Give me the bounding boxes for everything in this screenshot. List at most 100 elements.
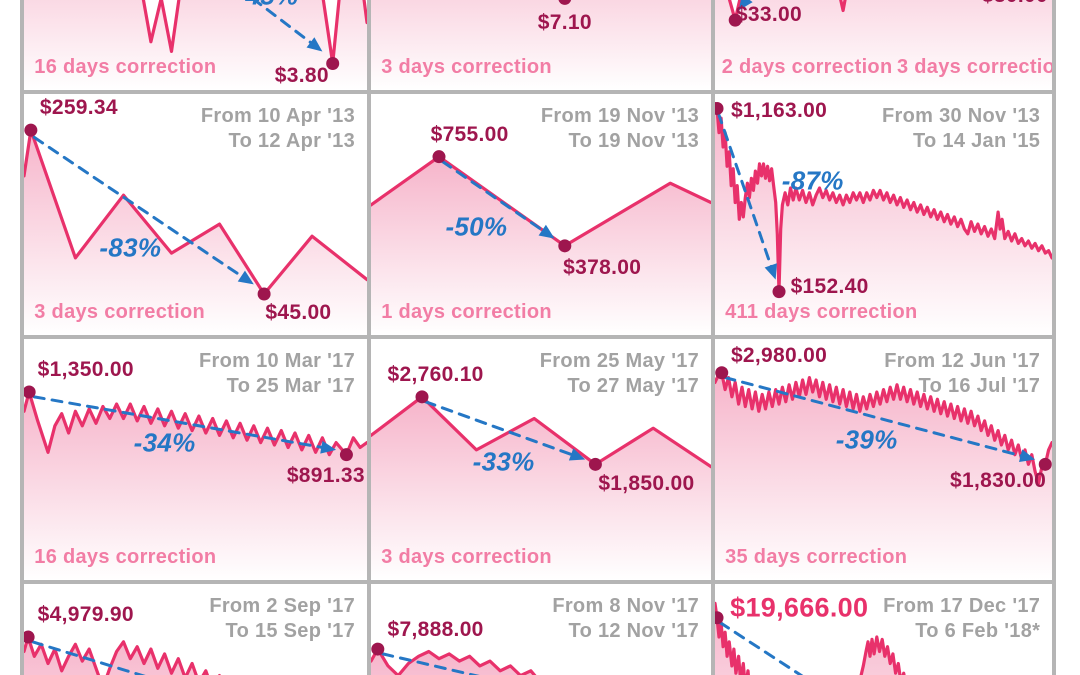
- trend-arrow-head: [764, 263, 777, 280]
- correction-panel-7: $1,350.00 $891.33 -34% From 10 Mar '17 To 25…: [24, 339, 367, 580]
- start-price-label: $2,760.10: [387, 363, 484, 387]
- start-price-label: $1,163.00: [730, 98, 828, 122]
- chart-fill: [371, 156, 711, 335]
- correction-duration-label: 16 days correction: [34, 546, 217, 569]
- trend-arrow-line: [423, 400, 576, 457]
- correction-panel-12: $19,666.00 From 17 Dec '17 To 6 Feb '18*: [715, 584, 1052, 675]
- end-price-dot: [326, 56, 340, 70]
- correction-duration-label: 3 days correction: [896, 56, 1052, 79]
- end-price-label: $378.00: [563, 255, 642, 279]
- date-range-label: From 8 Nov '17 To 12 Nov '17: [552, 594, 699, 644]
- correction-panel-6: $1,163.00 $152.40 -87% From 30 Nov '13 To 14…: [715, 94, 1052, 335]
- end-price-dot: [558, 239, 572, 253]
- chart-line: [24, 128, 367, 296]
- date-range-label: From 10 Mar '17 To 25 Mar '17: [199, 349, 355, 399]
- chart-fill: [371, 0, 711, 90]
- peak-price-label: $80.00: [982, 0, 1048, 8]
- start-price-dot: [432, 150, 446, 164]
- trend-arrow-line: [716, 111, 774, 270]
- start-price-label: $19,666.00: [730, 592, 869, 623]
- correction-duration-label: 1 days correction: [381, 301, 552, 324]
- end-price-label: $3.80: [274, 63, 329, 87]
- trend-arrow-line: [381, 652, 480, 675]
- date-from: From 19 Nov '13: [540, 104, 700, 127]
- price-chart: [24, 0, 367, 90]
- trend-arrow-head: [320, 440, 337, 454]
- date-to: To 12 Apr '13: [228, 129, 355, 152]
- date-from: From 8 Nov '17: [552, 594, 700, 617]
- start-price-label: $2,980.00: [730, 343, 828, 367]
- date-from: From 10 Mar '17: [199, 349, 355, 372]
- start-price-dot: [715, 366, 729, 380]
- price-chart: [371, 150, 711, 335]
- corrections-grid: $3.80 -45% 16 days correction $7.10 3 days c…: [20, 0, 1056, 675]
- date-to: To 6 Feb '18*: [915, 619, 1041, 642]
- start-price-dot: [715, 611, 724, 625]
- chart-line: [715, 371, 1052, 486]
- price-chart: [24, 123, 367, 335]
- date-from: From 30 Nov '13: [882, 104, 1041, 127]
- price-chart: [24, 630, 221, 675]
- chart-fill: [24, 0, 367, 90]
- percent-drop-label: -45%: [237, 0, 299, 12]
- percent-drop-label: -87%: [781, 165, 844, 196]
- trend-arrow-head: [237, 270, 254, 285]
- date-range-label: From 25 May '17 To 27 May '17: [540, 349, 699, 399]
- start-price-dot: [24, 630, 35, 644]
- price-chart: [24, 385, 367, 580]
- trend-arrow-head: [568, 448, 586, 461]
- correction-duration-label: 3 days correction: [381, 546, 552, 569]
- correction-duration-label: 3 days correction: [34, 301, 206, 324]
- end-price-dot: [1038, 457, 1052, 471]
- correction-panel-8: $2,760.10 $1,850.00 -33% From 25 May '17 To …: [371, 339, 711, 580]
- end-price-label: $1,850.00: [598, 471, 695, 495]
- date-from: From 2 Sep '17: [209, 594, 355, 617]
- start-price-dot: [715, 101, 724, 115]
- date-from: From 25 May '17: [539, 349, 700, 372]
- date-range-label: From 30 Nov '13 To 14 Jan '15: [882, 104, 1040, 154]
- chart-line: [24, 635, 221, 675]
- date-to: To 25 Mar '17: [226, 374, 355, 397]
- chart-fill: [371, 396, 711, 580]
- end-price-label: $1,830.00: [950, 469, 1047, 493]
- date-to: To 16 Jul '17: [918, 374, 1041, 397]
- correction-panel-11: $7,888.00 From 8 Nov '17 To 12 Nov '17: [371, 584, 711, 675]
- correction-panel-10: $4,979.90 From 2 Sep '17 To 15 Sep '17: [24, 584, 367, 675]
- chart-fill: [24, 392, 367, 580]
- correction-panel-1: $3.80 -45% 16 days correction: [24, 0, 367, 90]
- date-to: To 15 Sep '17: [225, 619, 355, 642]
- price-chart: [715, 0, 1052, 90]
- trend-arrow-line: [32, 135, 246, 280]
- correction-duration-label: 16 days correction: [34, 56, 217, 79]
- date-range-label: From 2 Sep '17 To 15 Sep '17: [209, 594, 355, 644]
- correction-panel-2: $7.10 3 days correction: [371, 0, 711, 90]
- chart-fill: [24, 130, 367, 335]
- chart-line: [371, 647, 537, 675]
- correction-panel-4: $259.34 $45.00 -83% From 10 Apr '13 To 12 Ap…: [24, 94, 367, 335]
- correction-panel-5: $755.00 $378.00 -50% From 19 Nov '13 To 19 N…: [371, 94, 711, 335]
- end-price-dot: [772, 285, 786, 299]
- date-range-label: From 10 Apr '13 To 12 Apr '13: [201, 104, 355, 154]
- price-chart: [715, 101, 1052, 335]
- chart-line: [24, 390, 367, 457]
- trend-arrow-line: [31, 640, 146, 675]
- end-price-label: $7.10: [537, 10, 592, 34]
- date-from: From 17 Dec '17: [883, 594, 1041, 617]
- trend-arrow-line: [32, 395, 326, 450]
- chart-fill: [715, 103, 1052, 335]
- date-from: From 10 Apr '13: [200, 104, 355, 127]
- percent-drop-label: -33%: [472, 446, 535, 477]
- start-price-dot: [24, 385, 36, 399]
- end-price-dot: [728, 13, 742, 27]
- date-to: To 14 Jan '15: [912, 129, 1041, 152]
- trend-arrow-head: [306, 37, 323, 52]
- price-chart: [371, 642, 537, 675]
- percent-drop-label: -50%: [445, 211, 508, 242]
- start-price-label: $7,888.00: [387, 617, 484, 641]
- end-price-label: $45.00: [265, 301, 332, 325]
- price-chart: [371, 390, 711, 580]
- date-range-label: From 17 Dec '17 To 6 Feb '18*: [883, 594, 1040, 644]
- price-chart: [715, 366, 1052, 580]
- start-price-dot: [371, 642, 385, 656]
- end-price-dot: [588, 457, 602, 471]
